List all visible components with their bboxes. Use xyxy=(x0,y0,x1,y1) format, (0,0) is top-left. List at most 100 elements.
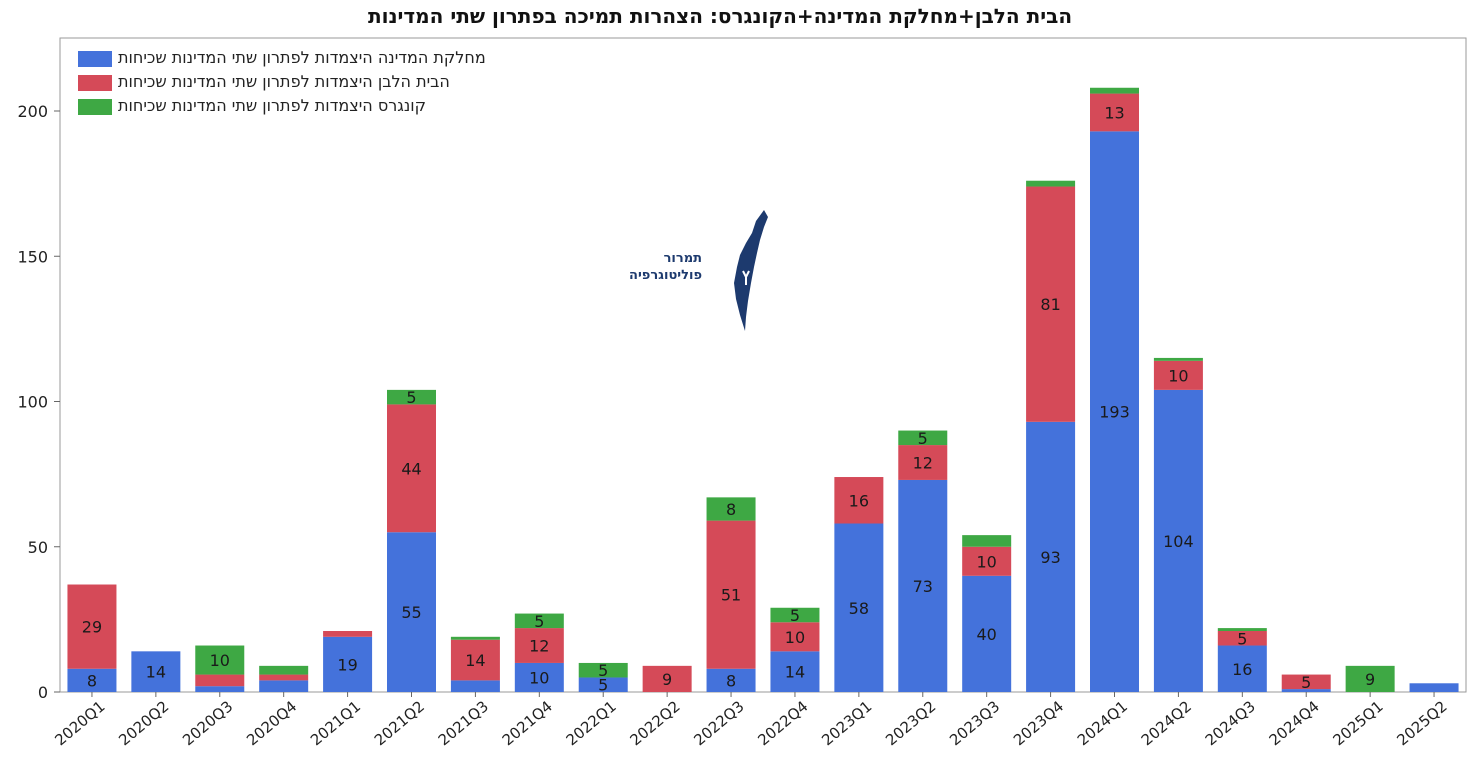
bar-segment xyxy=(514,662,564,692)
bar-segment xyxy=(387,389,436,405)
bar-segment xyxy=(962,546,1012,576)
bar-segment xyxy=(195,674,245,687)
x-tick-label: 2021Q1 xyxy=(307,697,364,749)
y-tick-label: 200 xyxy=(17,102,48,121)
data-label: 19 xyxy=(337,655,357,674)
bar-segment xyxy=(642,665,692,692)
watermark-logo: תמרור פוליטוגרפיה xyxy=(629,205,780,335)
bar-segment xyxy=(578,677,628,692)
x-tick-label: 2024Q2 xyxy=(1138,697,1195,749)
x-tick-label: 2024Q1 xyxy=(1074,697,1131,749)
x-tick-label: 2020Q3 xyxy=(179,697,236,749)
x-tick-label: 2022Q3 xyxy=(690,697,747,749)
data-label: 5 xyxy=(790,606,800,625)
logo-text-line-1: תמרור xyxy=(663,251,702,266)
bar-segment xyxy=(1281,689,1331,692)
x-tick-label: 2023Q2 xyxy=(882,697,939,749)
data-label: 55 xyxy=(401,603,421,622)
bar-segment xyxy=(387,532,436,692)
data-label: 58 xyxy=(849,599,869,618)
legend-swatch-state-dept xyxy=(78,51,112,67)
x-tick-label: 2025Q1 xyxy=(1330,697,1387,749)
bar-segment xyxy=(1026,180,1076,187)
data-label: 51 xyxy=(721,586,741,605)
bar-segment xyxy=(323,630,373,637)
bar-segment xyxy=(1217,630,1267,646)
data-label: 9 xyxy=(1365,670,1375,689)
data-label: 8 xyxy=(87,671,97,690)
bar-segment xyxy=(67,668,117,692)
data-label: 10 xyxy=(210,651,230,670)
bar-segment xyxy=(706,520,756,669)
bar-segment xyxy=(770,651,820,692)
bar-segment xyxy=(1026,186,1076,422)
y-tick-label: 0 xyxy=(38,683,48,702)
legend-swatch-congress xyxy=(78,99,112,115)
x-tick-label: 2024Q4 xyxy=(1266,697,1323,749)
x-tick-label: 2021Q3 xyxy=(435,697,492,749)
bar-segment xyxy=(259,674,309,681)
x-tick-label: 2023Q4 xyxy=(1010,697,1067,749)
bar-segment xyxy=(706,668,756,692)
data-label: 16 xyxy=(849,491,869,510)
data-label: 5 xyxy=(406,388,416,407)
data-label: 14 xyxy=(785,663,805,682)
bar-segment xyxy=(1090,87,1139,94)
x-tick-label: 2020Q4 xyxy=(243,697,300,749)
bar-segment xyxy=(450,639,500,681)
x-tick-label: 2023Q3 xyxy=(946,697,1003,749)
bar-segment xyxy=(1409,683,1459,692)
bar-segment xyxy=(962,535,1012,547)
bar-segment xyxy=(770,607,820,623)
bar-segment xyxy=(898,430,948,446)
data-label: 10 xyxy=(1168,366,1188,385)
israel-map-icon xyxy=(734,210,768,331)
bar-segment xyxy=(1153,389,1203,692)
data-label: 5 xyxy=(1237,629,1247,648)
bar-segment xyxy=(898,445,948,480)
bar-segment xyxy=(323,636,373,692)
bar-segment xyxy=(1345,665,1395,692)
data-label: 73 xyxy=(913,577,933,596)
logo-text: תמרור פוליטוגרפיה xyxy=(629,250,702,284)
bar-segment xyxy=(1153,360,1203,390)
bar-segment xyxy=(1090,131,1139,692)
y-tick-label: 100 xyxy=(17,393,48,412)
data-label: 14 xyxy=(465,651,485,670)
data-label: 5 xyxy=(598,661,608,680)
bar-segment xyxy=(770,622,820,652)
data-label: 9 xyxy=(662,670,672,689)
bar-segment xyxy=(259,680,309,692)
x-tick-label: 2022Q1 xyxy=(563,697,620,749)
bar-segment xyxy=(387,404,436,533)
data-label: 5 xyxy=(918,429,928,448)
bar-segment xyxy=(67,584,117,669)
data-label: 10 xyxy=(529,668,549,687)
data-label: 40 xyxy=(977,625,997,644)
x-tick-label: 2023Q1 xyxy=(818,697,875,749)
data-label: 5 xyxy=(1301,673,1311,692)
data-label: 104 xyxy=(1163,532,1194,551)
bar-segment xyxy=(1153,357,1203,361)
bar-segment xyxy=(514,628,564,663)
bar-segment xyxy=(450,636,500,640)
bar-segment xyxy=(898,479,948,692)
legend-label-state-dept: מחלקת המדינה היצמדות לפתרון שתי המדינות … xyxy=(118,48,486,67)
data-label: 13 xyxy=(1104,103,1124,122)
bar-segment xyxy=(834,523,884,692)
data-label: 5 xyxy=(598,676,608,695)
data-label: 8 xyxy=(726,671,736,690)
bar-segment xyxy=(962,575,1012,692)
legend-label-congress: קונגרס היצמדות לפתרון שתי המדינות שכיחות xyxy=(118,96,426,115)
bar-segment xyxy=(1217,645,1267,692)
bar-segment xyxy=(578,662,628,678)
data-label: 93 xyxy=(1040,548,1060,567)
bar-segment xyxy=(1217,628,1267,631)
bar-segment xyxy=(195,686,245,692)
data-label: 10 xyxy=(785,628,805,647)
x-tick-label: 2022Q2 xyxy=(627,697,684,749)
data-label: 5 xyxy=(534,612,544,631)
x-tick-label: 2022Q4 xyxy=(754,697,811,749)
x-tick-label: 2025Q2 xyxy=(1393,697,1450,749)
